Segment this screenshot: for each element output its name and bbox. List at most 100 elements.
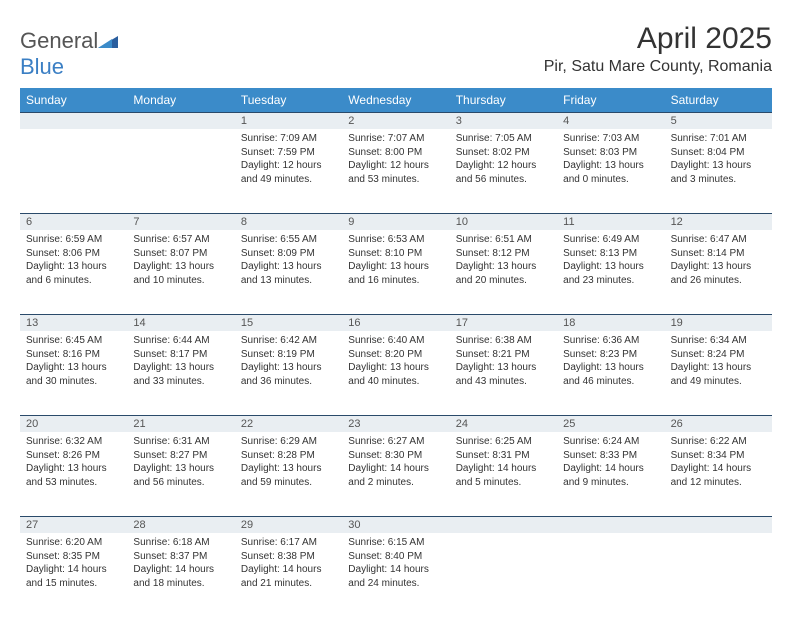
daylight2-text: and 16 minutes. — [348, 274, 443, 288]
sunrise-text: Sunrise: 7:01 AM — [671, 132, 766, 146]
day-cell: Sunrise: 6:49 AMSunset: 8:13 PMDaylight:… — [557, 230, 664, 314]
sunset-text: Sunset: 8:37 PM — [133, 550, 228, 564]
daylight1-text: Daylight: 12 hours — [241, 159, 336, 173]
day-cell: Sunrise: 6:53 AMSunset: 8:10 PMDaylight:… — [342, 230, 449, 314]
day-number: 5 — [665, 113, 772, 129]
day-number-row: 20212223242526 — [20, 415, 772, 432]
daylight1-text: Daylight: 13 hours — [133, 462, 228, 476]
sunrise-text: Sunrise: 6:18 AM — [133, 536, 228, 550]
sunset-text: Sunset: 8:02 PM — [456, 146, 551, 160]
sunset-text: Sunset: 8:07 PM — [133, 247, 228, 261]
daylight1-text: Daylight: 13 hours — [26, 462, 121, 476]
week-row: Sunrise: 7:09 AMSunset: 7:59 PMDaylight:… — [20, 129, 772, 213]
sunrise-text: Sunrise: 6:49 AM — [563, 233, 658, 247]
daylight2-text: and 30 minutes. — [26, 375, 121, 389]
sunrise-text: Sunrise: 6:20 AM — [26, 536, 121, 550]
daylight2-text: and 2 minutes. — [348, 476, 443, 490]
daylight2-text: and 53 minutes. — [26, 476, 121, 490]
day-number: 11 — [557, 214, 664, 230]
day-cell: Sunrise: 6:42 AMSunset: 8:19 PMDaylight:… — [235, 331, 342, 415]
sunrise-text: Sunrise: 6:38 AM — [456, 334, 551, 348]
sunset-text: Sunset: 8:31 PM — [456, 449, 551, 463]
daylight1-text: Daylight: 13 hours — [133, 260, 228, 274]
day-number: 10 — [450, 214, 557, 230]
sunrise-text: Sunrise: 6:47 AM — [671, 233, 766, 247]
day-cell: Sunrise: 6:22 AMSunset: 8:34 PMDaylight:… — [665, 432, 772, 516]
weekday-header: Sunday Monday Tuesday Wednesday Thursday… — [20, 88, 772, 112]
day-cell: Sunrise: 6:55 AMSunset: 8:09 PMDaylight:… — [235, 230, 342, 314]
day-cell: Sunrise: 6:51 AMSunset: 8:12 PMDaylight:… — [450, 230, 557, 314]
daylight2-text: and 15 minutes. — [26, 577, 121, 591]
sunset-text: Sunset: 8:12 PM — [456, 247, 551, 261]
sunrise-text: Sunrise: 6:53 AM — [348, 233, 443, 247]
weeks-container: 12345Sunrise: 7:09 AMSunset: 7:59 PMDayl… — [20, 112, 772, 617]
day-number: 30 — [342, 517, 449, 533]
sunrise-text: Sunrise: 6:24 AM — [563, 435, 658, 449]
daylight1-text: Daylight: 14 hours — [456, 462, 551, 476]
sunset-text: Sunset: 8:38 PM — [241, 550, 336, 564]
sunset-text: Sunset: 8:10 PM — [348, 247, 443, 261]
daylight1-text: Daylight: 13 hours — [563, 361, 658, 375]
sunrise-text: Sunrise: 6:40 AM — [348, 334, 443, 348]
daylight1-text: Daylight: 13 hours — [563, 260, 658, 274]
sunset-text: Sunset: 8:30 PM — [348, 449, 443, 463]
daylight1-text: Daylight: 13 hours — [456, 361, 551, 375]
weekday-label: Monday — [127, 88, 234, 112]
daylight2-text: and 10 minutes. — [133, 274, 228, 288]
daylight1-text: Daylight: 13 hours — [348, 260, 443, 274]
daylight2-text: and 20 minutes. — [456, 274, 551, 288]
sunrise-text: Sunrise: 7:03 AM — [563, 132, 658, 146]
day-cell: Sunrise: 6:47 AMSunset: 8:14 PMDaylight:… — [665, 230, 772, 314]
sunrise-text: Sunrise: 6:45 AM — [26, 334, 121, 348]
daylight1-text: Daylight: 14 hours — [671, 462, 766, 476]
sunset-text: Sunset: 8:35 PM — [26, 550, 121, 564]
daylight2-text: and 12 minutes. — [671, 476, 766, 490]
sunrise-text: Sunrise: 6:15 AM — [348, 536, 443, 550]
day-cell: Sunrise: 6:20 AMSunset: 8:35 PMDaylight:… — [20, 533, 127, 617]
daylight2-text: and 56 minutes. — [133, 476, 228, 490]
daylight1-text: Daylight: 14 hours — [563, 462, 658, 476]
daylight1-text: Daylight: 14 hours — [26, 563, 121, 577]
sunset-text: Sunset: 8:09 PM — [241, 247, 336, 261]
sunset-text: Sunset: 8:21 PM — [456, 348, 551, 362]
daylight1-text: Daylight: 13 hours — [26, 260, 121, 274]
daylight2-text: and 43 minutes. — [456, 375, 551, 389]
daylight2-text: and 6 minutes. — [26, 274, 121, 288]
month-title: April 2025 — [544, 22, 772, 56]
sunrise-text: Sunrise: 6:32 AM — [26, 435, 121, 449]
daylight2-text: and 24 minutes. — [348, 577, 443, 591]
sunrise-text: Sunrise: 6:29 AM — [241, 435, 336, 449]
sunset-text: Sunset: 8:26 PM — [26, 449, 121, 463]
logo-part2: Blue — [20, 54, 64, 79]
logo-part1: General — [20, 28, 98, 53]
day-number: 29 — [235, 517, 342, 533]
sunset-text: Sunset: 8:00 PM — [348, 146, 443, 160]
day-cell: Sunrise: 6:38 AMSunset: 8:21 PMDaylight:… — [450, 331, 557, 415]
day-number: 28 — [127, 517, 234, 533]
day-cell — [665, 533, 772, 617]
logo-triangle-icon — [98, 28, 118, 54]
day-number-row: 12345 — [20, 112, 772, 129]
daylight1-text: Daylight: 13 hours — [671, 159, 766, 173]
header: GeneralBlue April 2025 Pir, Satu Mare Co… — [20, 22, 772, 80]
sunset-text: Sunset: 8:13 PM — [563, 247, 658, 261]
daylight1-text: Daylight: 14 hours — [348, 462, 443, 476]
weekday-label: Tuesday — [235, 88, 342, 112]
day-cell: Sunrise: 6:45 AMSunset: 8:16 PMDaylight:… — [20, 331, 127, 415]
day-number: 26 — [665, 416, 772, 432]
sunrise-text: Sunrise: 6:44 AM — [133, 334, 228, 348]
sunset-text: Sunset: 8:03 PM — [563, 146, 658, 160]
day-number: 1 — [235, 113, 342, 129]
sunrise-text: Sunrise: 6:55 AM — [241, 233, 336, 247]
day-number: 27 — [20, 517, 127, 533]
sunrise-text: Sunrise: 6:59 AM — [26, 233, 121, 247]
sunrise-text: Sunrise: 6:42 AM — [241, 334, 336, 348]
day-number-row: 6789101112 — [20, 213, 772, 230]
sunrise-text: Sunrise: 6:51 AM — [456, 233, 551, 247]
daylight2-text: and 21 minutes. — [241, 577, 336, 591]
sunrise-text: Sunrise: 6:22 AM — [671, 435, 766, 449]
sunset-text: Sunset: 8:04 PM — [671, 146, 766, 160]
day-cell: Sunrise: 7:09 AMSunset: 7:59 PMDaylight:… — [235, 129, 342, 213]
sunrise-text: Sunrise: 7:09 AM — [241, 132, 336, 146]
sunset-text: Sunset: 8:14 PM — [671, 247, 766, 261]
